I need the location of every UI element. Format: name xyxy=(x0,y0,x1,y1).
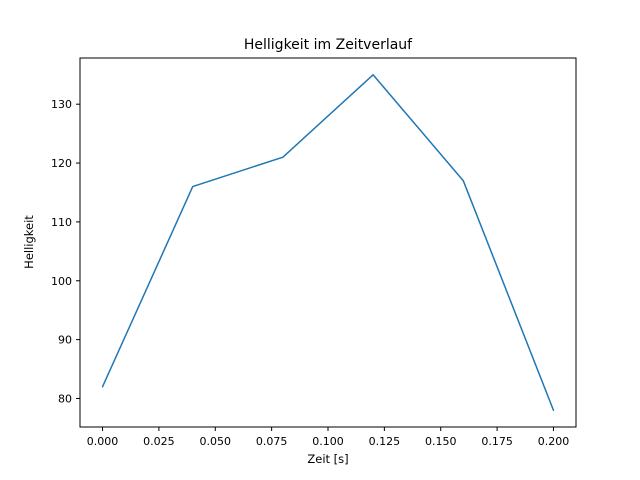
chart-title: Helligkeit im Zeitverlauf xyxy=(243,37,413,53)
y-tick-label: 100 xyxy=(51,275,72,288)
x-axis-label: Zeit [s] xyxy=(307,452,349,466)
y-tick-label: 80 xyxy=(58,392,72,405)
data-line xyxy=(101,74,555,411)
x-tick-label: 0.025 xyxy=(143,435,175,448)
x-tick-label: 0.200 xyxy=(538,435,570,448)
x-tick-label: 0.050 xyxy=(200,435,232,448)
x-tick-label: 0.175 xyxy=(481,435,513,448)
y-tick-label: 120 xyxy=(51,157,72,170)
y-tick-label: 110 xyxy=(51,216,72,229)
y-tick-label: 130 xyxy=(51,98,72,111)
axes-border xyxy=(79,57,577,428)
x-tick-label: 0.100 xyxy=(312,435,344,448)
x-tick-label: 0.000 xyxy=(87,435,119,448)
x-tick-label: 0.125 xyxy=(369,435,401,448)
y-axis-label: Helligkeit xyxy=(22,215,36,269)
x-tick-label: 0.150 xyxy=(425,435,457,448)
y-tick-label: 90 xyxy=(58,334,72,347)
x-tick-label: 0.075 xyxy=(256,435,288,448)
